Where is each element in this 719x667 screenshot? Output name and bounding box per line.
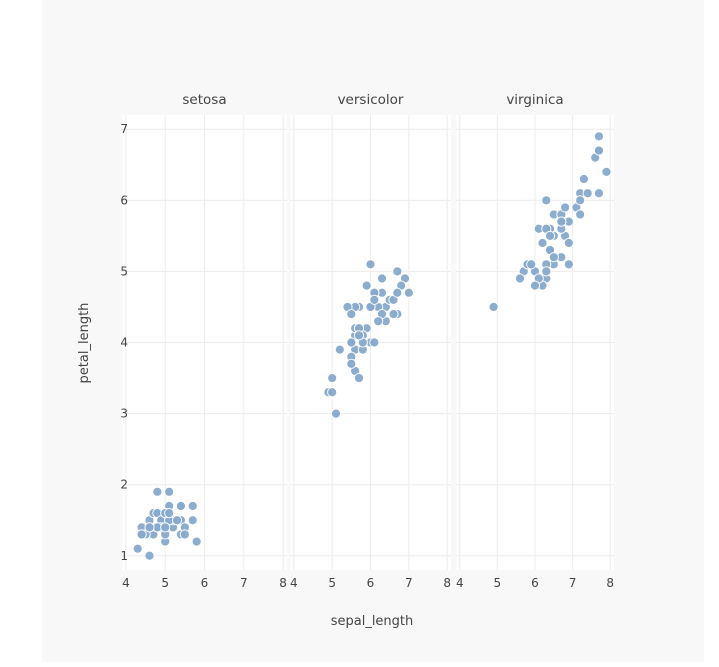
data-point[interactable] xyxy=(171,515,183,526)
data-point[interactable] xyxy=(601,166,612,177)
x-tick-label: 7 xyxy=(405,576,413,590)
x-tick-label: 4 xyxy=(290,576,298,590)
data-point[interactable] xyxy=(541,266,552,277)
y-tick-label: 2 xyxy=(120,478,128,492)
data-point[interactable] xyxy=(392,266,403,277)
facet-virginica: virginica 4 5 6 7 8 xyxy=(456,92,614,590)
data-point[interactable] xyxy=(514,273,526,284)
x-tick-label: 8 xyxy=(443,576,451,590)
data-point[interactable] xyxy=(346,358,357,369)
data-point[interactable] xyxy=(537,237,548,249)
y-tick-label: 3 xyxy=(120,407,128,421)
data-point[interactable] xyxy=(488,301,499,313)
data-point[interactable] xyxy=(563,237,574,249)
x-tick-label: 5 xyxy=(494,576,502,590)
data-point[interactable] xyxy=(191,536,202,547)
x-axis-title: sepal_length xyxy=(331,614,414,629)
x-tick-label: 6 xyxy=(531,576,539,590)
data-point[interactable] xyxy=(334,344,345,355)
data-point[interactable] xyxy=(526,259,537,270)
x-tick-label: 5 xyxy=(328,576,336,590)
data-point[interactable] xyxy=(559,202,571,213)
x-tick-label: 5 xyxy=(161,576,169,590)
x-tick-label: 7 xyxy=(240,576,248,590)
data-point[interactable] xyxy=(582,188,593,199)
data-point[interactable] xyxy=(388,308,399,320)
facet-versicolor: versicolor 4 5 6 7 8 xyxy=(290,92,451,590)
data-point[interactable] xyxy=(144,522,155,533)
data-point[interactable] xyxy=(353,330,365,341)
x-tick-label: 6 xyxy=(201,576,209,590)
data-point[interactable] xyxy=(563,259,574,270)
x-tick-label: 4 xyxy=(456,576,464,590)
data-point[interactable] xyxy=(353,372,365,384)
data-point[interactable] xyxy=(187,500,198,512)
data-point[interactable] xyxy=(369,294,380,305)
data-point[interactable] xyxy=(575,209,586,220)
data-point[interactable] xyxy=(403,287,414,298)
data-point[interactable] xyxy=(346,308,357,320)
data-point[interactable] xyxy=(164,508,175,519)
data-point[interactable] xyxy=(369,337,380,348)
data-point[interactable] xyxy=(593,188,605,199)
y-tick-label: 5 xyxy=(120,264,128,278)
data-point[interactable] xyxy=(541,195,552,206)
data-point[interactable] xyxy=(327,372,338,384)
data-point[interactable] xyxy=(144,550,155,561)
x-tick-label: 8 xyxy=(606,576,614,590)
data-point[interactable] xyxy=(152,486,163,497)
data-point[interactable] xyxy=(187,515,198,526)
data-point[interactable] xyxy=(593,145,605,156)
data-point[interactable] xyxy=(327,387,338,398)
y-tick-label: 4 xyxy=(120,336,128,350)
x-tick-label: 4 xyxy=(122,576,130,590)
data-point[interactable] xyxy=(164,486,175,497)
data-point[interactable] xyxy=(376,273,388,284)
data-point[interactable] xyxy=(548,252,559,263)
data-point[interactable] xyxy=(593,131,605,142)
y-tick-label: 6 xyxy=(120,193,128,207)
data-point[interactable] xyxy=(392,287,403,298)
facet-setosa: setosa 4 5 6 7 8 xyxy=(122,92,287,590)
data-point[interactable] xyxy=(365,259,376,270)
data-point[interactable] xyxy=(578,173,590,185)
data-point[interactable] xyxy=(132,543,143,554)
data-point[interactable] xyxy=(175,500,187,512)
x-tick-label: 8 xyxy=(279,576,287,590)
facet-title: versicolor xyxy=(338,92,404,108)
data-point[interactable] xyxy=(361,280,372,291)
data-point[interactable] xyxy=(575,195,586,206)
data-point[interactable] xyxy=(544,230,556,241)
data-point[interactable] xyxy=(330,408,342,419)
y-tick-label: 1 xyxy=(120,549,128,563)
facet-title: setosa xyxy=(182,92,226,108)
y-tick-label: 7 xyxy=(120,122,128,136)
x-tick-label: 6 xyxy=(367,576,375,590)
facet-title: virginica xyxy=(506,92,563,108)
y-axis-title: petal_length xyxy=(77,303,92,384)
data-point[interactable] xyxy=(179,529,190,540)
data-point[interactable] xyxy=(373,316,384,327)
data-point[interactable] xyxy=(556,216,567,227)
data-point[interactable] xyxy=(160,522,171,533)
x-tick-label: 7 xyxy=(569,576,577,590)
data-point[interactable] xyxy=(529,280,541,291)
data-point[interactable] xyxy=(346,337,357,348)
data-point[interactable] xyxy=(136,529,147,540)
